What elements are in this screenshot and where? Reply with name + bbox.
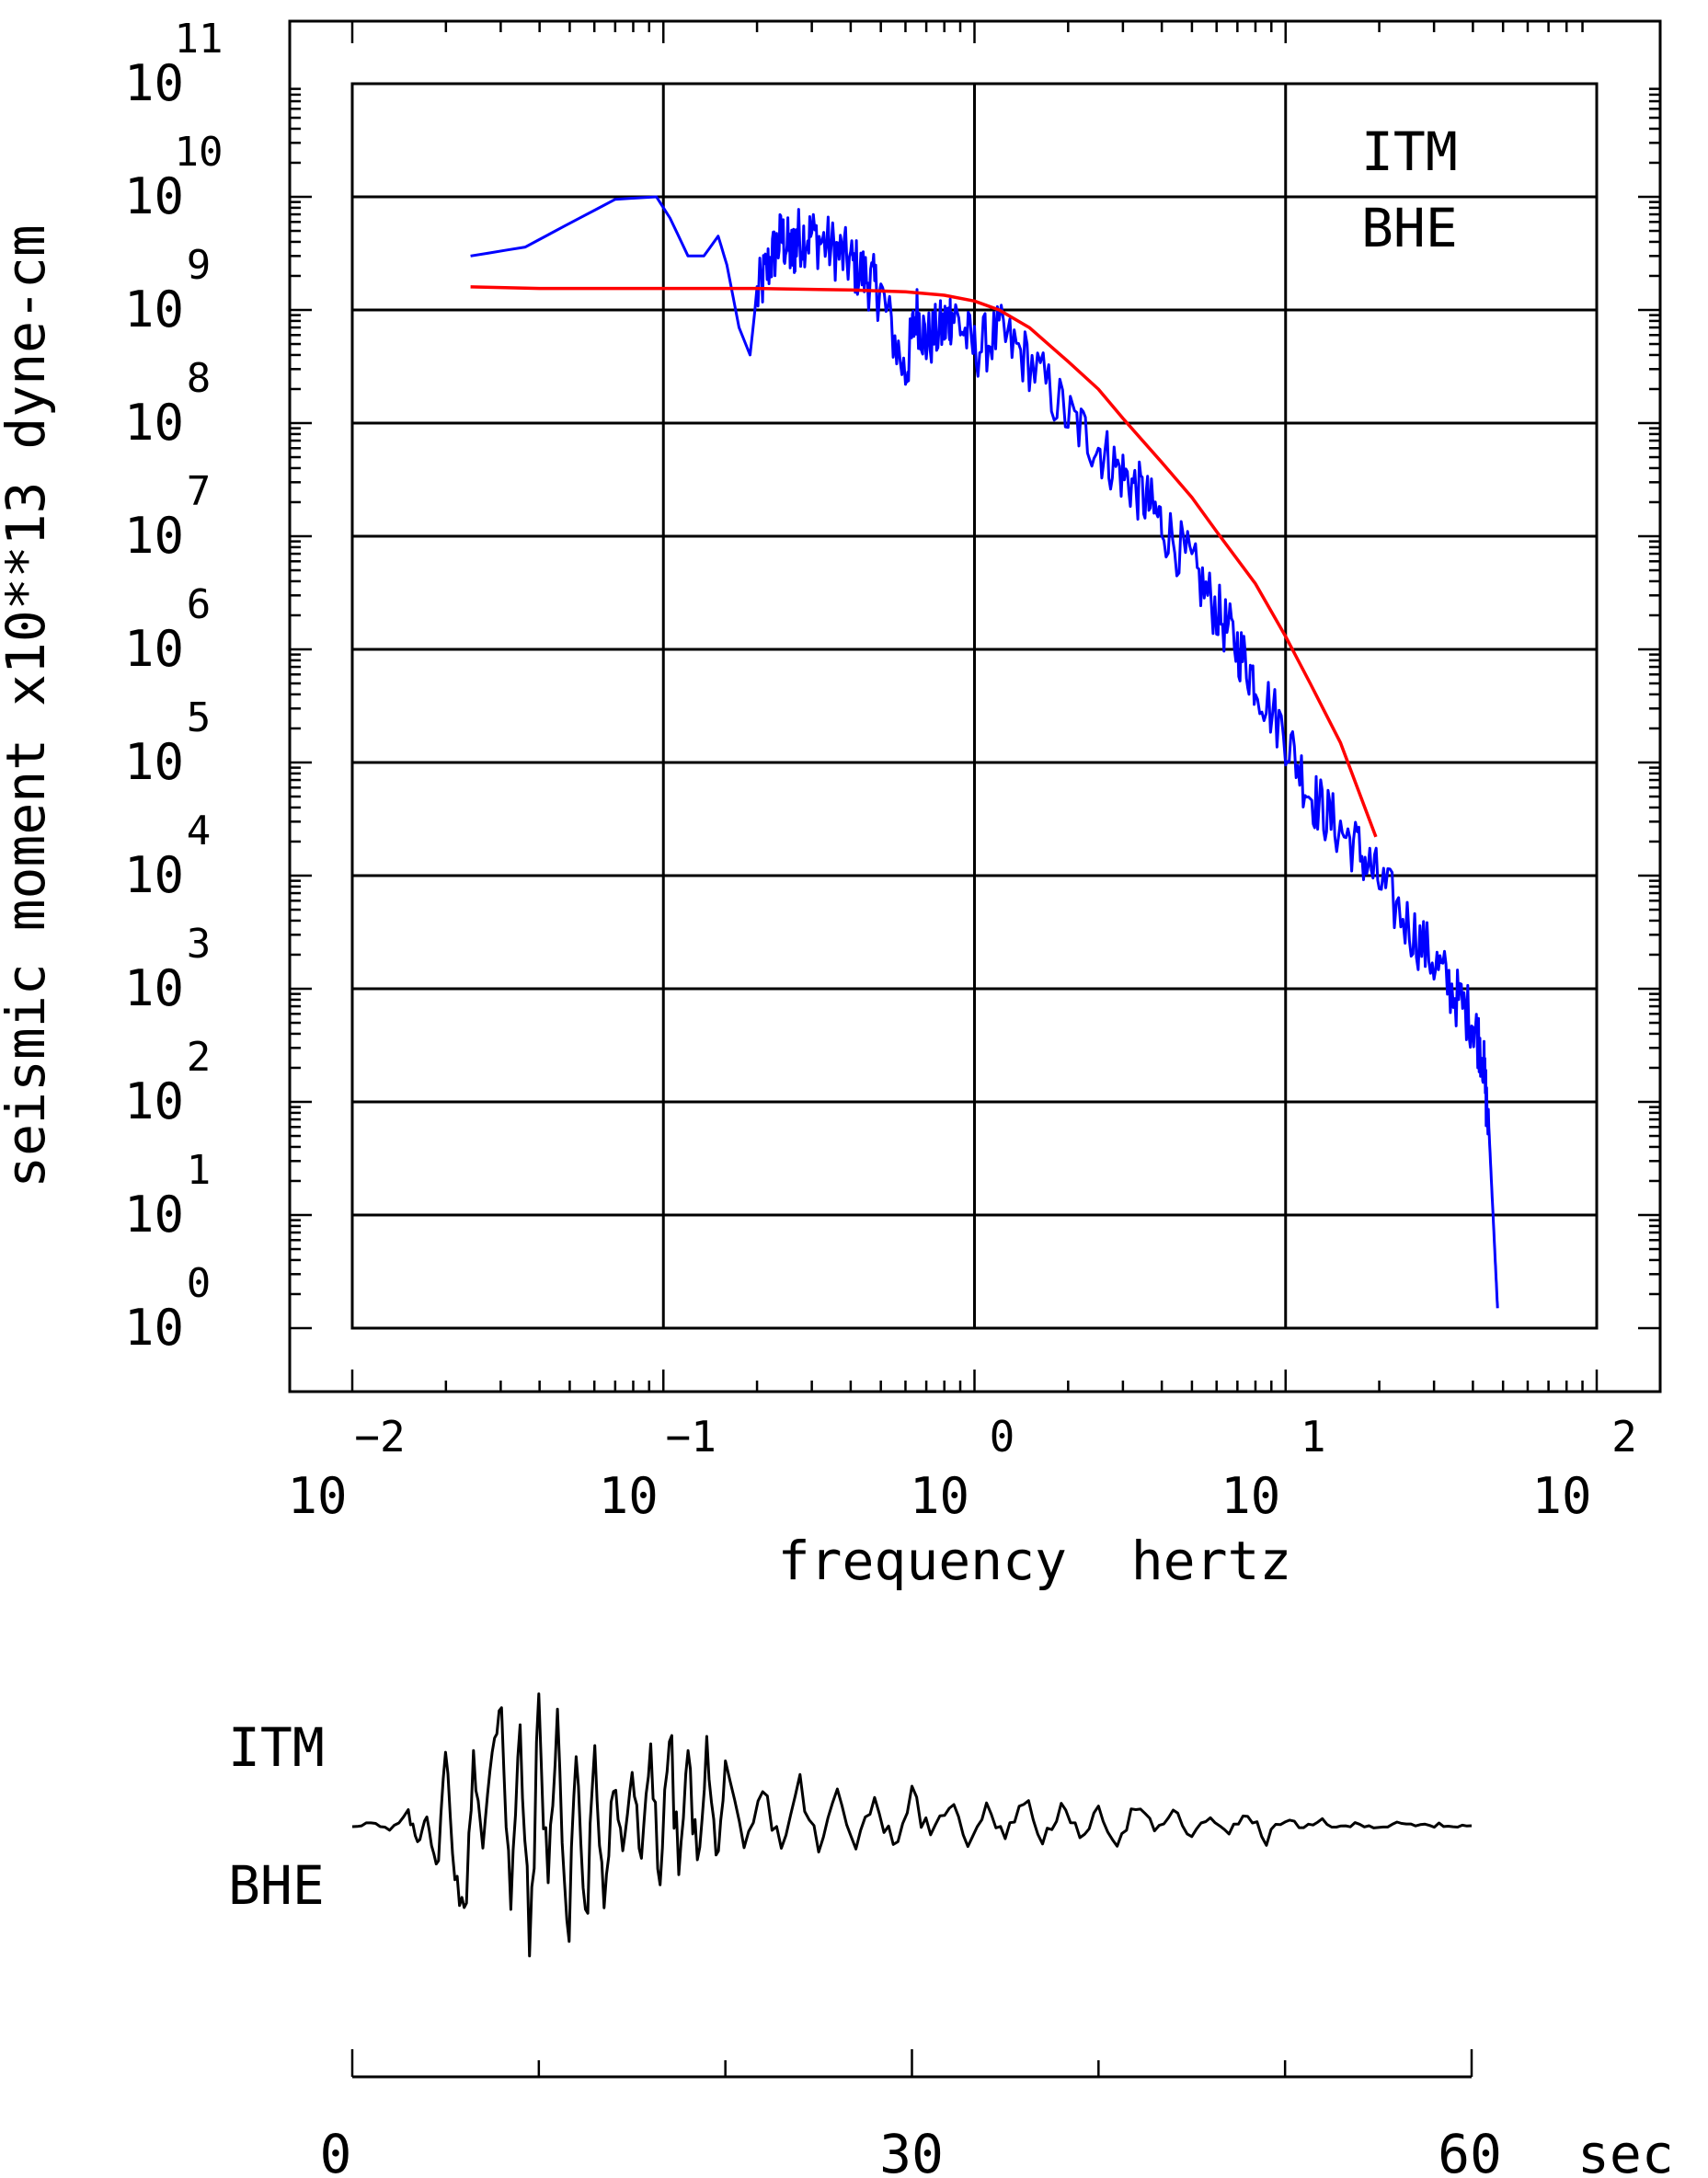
y-tick-label-base: 10 [124,733,184,791]
y-tick-label-base: 10 [124,1299,184,1357]
time-unit-label: sec [1577,2123,1674,2178]
y-tick-label-exponent: 6 [187,581,212,628]
spectrum-annotation-component: BHE [1361,197,1458,259]
y-tick-label-base: 10 [124,394,184,452]
y-tick-label-base: 10 [124,1186,184,1244]
seismogram-annotation-station: ITM [228,1716,325,1779]
y-tick-label-base: 10 [124,281,184,338]
y-tick-label-base: 10 [124,620,184,678]
y-tick-label-base: 10 [124,1072,184,1130]
y-tick-label-exponent: 1 [187,1147,212,1194]
y-tick-label-exponent: 11 [175,16,224,63]
x-tick-label-base: 10 [599,1467,659,1525]
time-tick-label-30: 30 [879,2123,944,2178]
x-tick-label-base: 10 [1531,1467,1591,1525]
x-tick-label-exponent: 0 [990,1412,1015,1462]
x-tick-label-exponent: 1 [1301,1412,1326,1462]
y-tick-label-base: 10 [124,54,184,112]
y-axis-label: seismic moment x10**13 dyne-cm [0,224,57,1188]
seismogram-annotation-component: BHE [228,1854,325,1917]
y-tick-label-base: 10 [124,959,184,1017]
y-tick-label-exponent: 5 [187,694,212,741]
time-tick-label-0: 0 [320,2123,352,2178]
spectrum-annotation-station: ITM [1361,120,1458,183]
y-tick-label-exponent: 0 [187,1260,212,1307]
series-model-fit-line [470,285,1378,838]
y-tick-label-exponent: 7 [187,468,212,515]
x-tick-label-exponent: −1 [666,1412,716,1462]
series-observed-spectrum-line [470,195,1499,1309]
time-tick-label-60: 60 [1438,2123,1502,2178]
y-tick-label-exponent: 8 [187,355,212,402]
spectrum-gridlines [352,84,1597,1328]
y-tick-label-base: 10 [124,507,184,565]
spectrum-minor-ticks [290,21,1660,1392]
x-tick-label-base: 10 [910,1467,969,1525]
x-tick-label-base: 10 [1221,1467,1280,1525]
x-axis-label: frequency hertz [778,1530,1292,1592]
seismogram-trace-line [351,1692,1473,1958]
y-tick-label-exponent: 9 [187,242,212,289]
y-tick-label-exponent: 3 [187,921,212,968]
y-tick-label-base: 10 [124,846,184,904]
y-tick-label-exponent: 4 [187,808,212,854]
time-axis-ticks [350,2049,1473,2077]
x-tick-label-exponent: 2 [1611,1412,1637,1462]
x-tick-label-exponent: −2 [354,1412,405,1462]
y-tick-label-exponent: 10 [175,129,224,176]
x-tick-label-base: 10 [287,1467,347,1525]
seismogram-panel: ITM BHE 0 30 60 sec [228,1692,1674,2178]
y-tick-label-base: 10 [124,167,184,225]
y-tick-label-exponent: 2 [187,1034,212,1081]
